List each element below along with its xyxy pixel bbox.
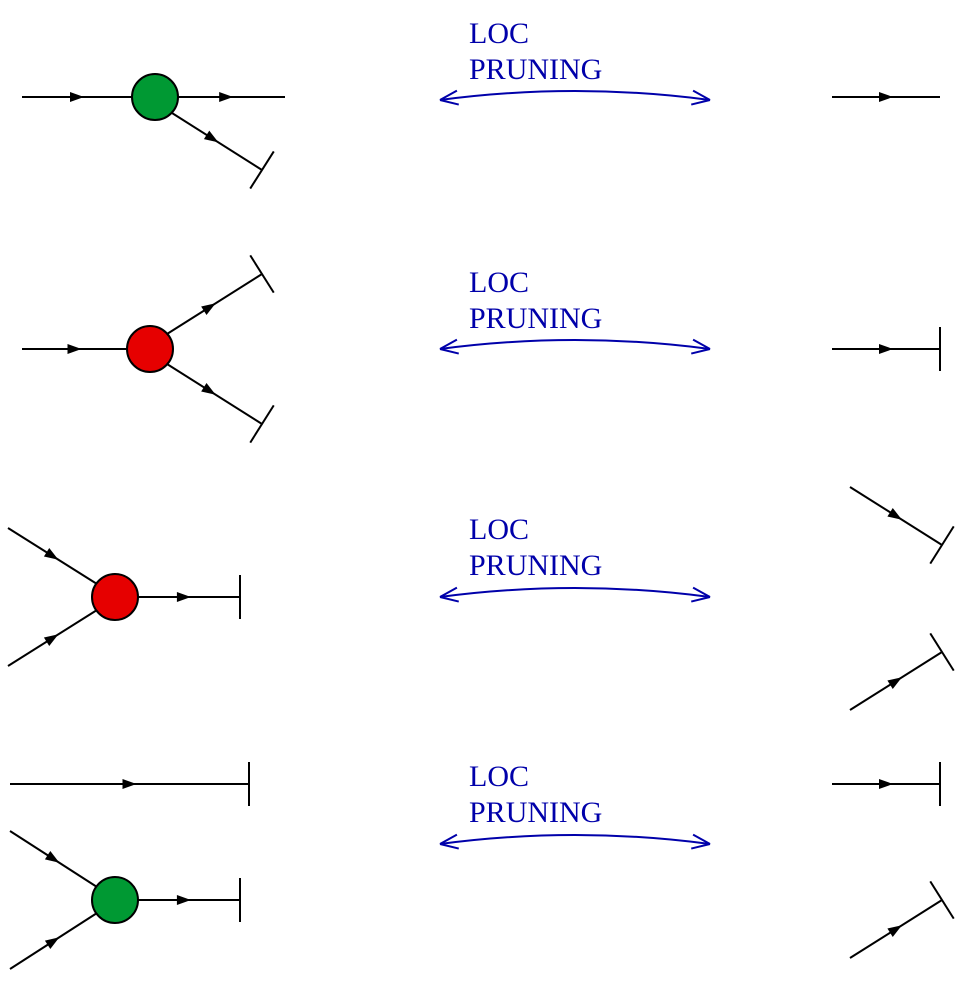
- svg-text:LOC: LOC: [469, 513, 529, 546]
- svg-text:PRUNING: PRUNING: [469, 796, 602, 829]
- svg-text:LOC: LOC: [469, 266, 529, 299]
- svg-text:PRUNING: PRUNING: [469, 302, 602, 335]
- svg-text:LOC: LOC: [469, 760, 529, 793]
- svg-text:PRUNING: PRUNING: [469, 549, 602, 582]
- svg-text:PRUNING: PRUNING: [469, 53, 602, 86]
- svg-text:LOC: LOC: [469, 17, 529, 50]
- diagram-svg: LOCPRUNINGLOCPRUNINGLOCPRUNINGLOCPRUNING: [0, 0, 967, 993]
